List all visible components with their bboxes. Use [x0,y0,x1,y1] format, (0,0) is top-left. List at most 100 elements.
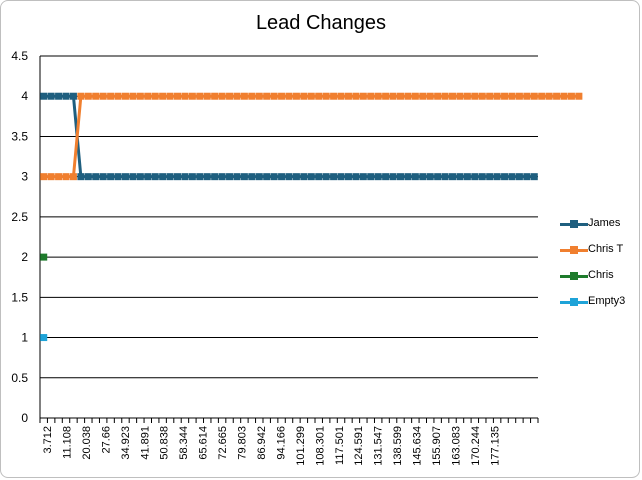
data-point-chris-t [367,92,375,100]
data-point-james [300,173,308,181]
data-point-chris-t [84,92,92,100]
x-tick-label: 101.299 [295,426,307,466]
data-point-chris-t [359,92,367,100]
data-point-james [47,92,55,100]
data-point-james [248,173,256,181]
data-point-james [174,173,182,181]
data-point-james [188,173,196,181]
x-tick-label: 50.838 [159,426,171,460]
legend-label: Empty3 [588,295,626,307]
data-point-chris-t [226,92,234,100]
data-point-chris-t [493,92,501,100]
x-tick-label: 3.712 [42,426,54,454]
y-tick-label: 1 [21,331,28,345]
data-point-chris-t [515,92,523,100]
data-point-james [240,173,248,181]
data-point-james [270,173,278,181]
x-tick-label: 58.344 [178,426,190,460]
data-point-james [515,173,523,181]
data-point-james [359,173,367,181]
data-point-chris-t [575,92,583,100]
data-point-james [315,173,323,181]
data-point-chris-t [456,92,464,100]
data-point-chris-t [233,92,241,100]
x-tick-label: 72.665 [217,426,229,460]
data-point-james [151,173,159,181]
legend-marker [570,246,578,254]
data-point-james [196,173,204,181]
x-tick-label: 145.634 [412,426,424,466]
data-point-james [374,173,382,181]
x-tick-label: 20.038 [81,426,93,460]
y-tick-label: 2.5 [11,210,28,224]
data-point-james [107,173,115,181]
x-tick-label: 41.891 [139,426,151,460]
data-point-james [330,173,338,181]
data-point-chris-t [47,173,55,181]
data-point-chris-t [211,92,219,100]
data-point-james [337,173,345,181]
data-point-chris-t [396,92,404,100]
x-tick-label: 34.923 [120,426,132,460]
data-point-chris-t [330,92,338,100]
data-point-chris-t [107,92,115,100]
data-point-james [411,173,419,181]
data-point-chris-t [166,92,174,100]
data-point-james [211,173,219,181]
data-point-chris-t [530,92,538,100]
legend-label: James [588,217,621,229]
data-point-james [449,173,457,181]
y-tick-label: 0 [21,411,28,425]
data-point-chris-t [352,92,360,100]
data-point-james [389,173,397,181]
x-tick-label: 117.501 [334,426,346,465]
data-point-chris-t [307,92,315,100]
y-tick-label: 4.5 [11,49,28,63]
data-point-james [62,92,70,100]
data-point-chris-t [553,92,561,100]
data-point-james [92,173,100,181]
data-point-james [129,173,137,181]
data-point-chris-t [174,92,182,100]
data-point-chris-t [449,92,457,100]
data-point-james [255,173,263,181]
data-point-chris-t [471,92,479,100]
data-point-chris-t [567,92,575,100]
data-point-james [263,173,271,181]
data-point-chris-t [389,92,397,100]
data-point-chris-t [159,92,167,100]
data-point-james [159,173,167,181]
data-point-chris-t [322,92,330,100]
data-point-james [344,173,352,181]
data-point-chris-t [62,173,70,181]
x-tick-label: 177.135 [489,426,501,466]
data-point-james [77,173,85,181]
data-point-chris-t [248,92,256,100]
data-point-chris-t [278,92,286,100]
data-point-james [396,173,404,181]
data-point-chris-t [501,92,509,100]
data-point-chris-t [240,92,248,100]
data-point-chris-t [411,92,419,100]
data-point-james [181,173,189,181]
data-point-james [121,173,129,181]
x-tick-label: 94.166 [275,426,287,460]
data-point-chris-t [523,92,531,100]
data-point-james [99,173,107,181]
data-point-chris-t [144,92,152,100]
x-tick-label: 155.907 [431,426,443,466]
data-point-james [40,92,48,100]
data-point-chris-t [463,92,471,100]
x-tick-label: 11.108 [61,426,73,459]
data-point-james [218,173,226,181]
data-point-james [144,173,152,181]
data-point-chris-t [151,92,159,100]
y-tick-label: 2 [21,250,28,264]
x-tick-label: 138.599 [392,426,404,466]
y-tick-label: 3 [21,170,28,184]
data-point-james [367,173,375,181]
data-point-chris-t [203,92,211,100]
data-point-james [166,173,174,181]
